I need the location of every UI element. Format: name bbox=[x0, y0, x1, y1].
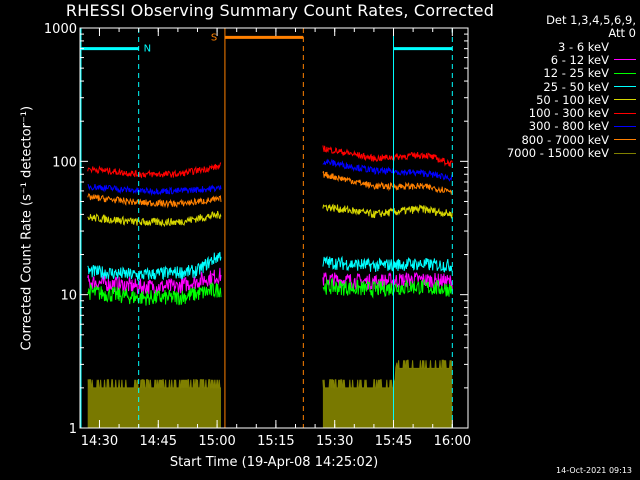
annotation-N: N bbox=[80, 28, 151, 428]
series-100-300keV bbox=[87, 145, 453, 179]
x-axis-label: Start Time (19-Apr-08 14:25:02) bbox=[169, 455, 379, 470]
legend-entry: 25 - 50 keV bbox=[478, 79, 636, 94]
x-tick-label: 16:00 bbox=[434, 434, 471, 449]
legend-swatch bbox=[614, 112, 636, 114]
x-tick-label: 15:00 bbox=[198, 434, 235, 449]
series-line bbox=[322, 171, 453, 196]
series-7000-15000keV bbox=[87, 359, 453, 428]
annotation-label: S bbox=[211, 32, 217, 43]
render-timestamp: 14-Oct-2021 09:13 bbox=[556, 466, 632, 475]
legend-entry: 12 - 25 keV bbox=[478, 66, 636, 81]
series-300-800keV bbox=[87, 158, 453, 196]
series-line bbox=[87, 251, 222, 282]
legend-entry: 800 - 7000 keV bbox=[478, 132, 636, 147]
x-tick-label: 15:45 bbox=[375, 434, 412, 449]
legend-entry: 100 - 300 keV bbox=[478, 106, 636, 121]
series-line bbox=[87, 210, 222, 228]
legend-swatch bbox=[614, 46, 636, 48]
series-line bbox=[322, 278, 453, 299]
y-tick-label: 1000 bbox=[44, 22, 77, 37]
legend-header-line2: Att 0 bbox=[608, 26, 636, 40]
legend: Det 1,3,4,5,6,9, Att 0 3 - 6 keV 6 - 12 k… bbox=[478, 14, 636, 160]
legend-label: 6 - 12 keV bbox=[550, 52, 609, 67]
legend-entry: 300 - 800 keV bbox=[478, 119, 636, 134]
series-fill bbox=[322, 360, 453, 428]
series-line bbox=[322, 145, 453, 167]
data-gap bbox=[230, 29, 314, 427]
legend-label: 300 - 800 keV bbox=[528, 119, 609, 134]
legend-entry: 3 - 6 keV bbox=[478, 39, 636, 54]
legend-swatch bbox=[614, 139, 636, 141]
legend-header-line1: Det 1,3,4,5,6,9, bbox=[546, 13, 636, 27]
x-tick-label: 14:45 bbox=[140, 434, 177, 449]
series-line-emph bbox=[322, 310, 453, 338]
series-12-25keV bbox=[87, 278, 453, 306]
legend-entries: 3 - 6 keV 6 - 12 keV 12 - 25 keV 25 - 50 ke… bbox=[478, 40, 636, 160]
legend-swatch bbox=[614, 59, 636, 61]
annotation-layer: NS bbox=[80, 28, 453, 428]
series-fill bbox=[87, 379, 221, 428]
series-3-6keV bbox=[86, 310, 453, 349]
series-line bbox=[87, 183, 222, 196]
y-tick-label: 10 bbox=[60, 289, 77, 304]
series-line bbox=[87, 267, 222, 295]
annotation-label: N bbox=[144, 44, 151, 55]
series-50-100keV bbox=[87, 203, 453, 228]
legend-swatch bbox=[614, 125, 636, 127]
annotation-S: S bbox=[211, 28, 304, 428]
legend-label: 50 - 100 keV bbox=[536, 92, 609, 107]
x-tick-label: 15:30 bbox=[316, 434, 353, 449]
legend-label: 100 - 300 keV bbox=[528, 106, 609, 121]
legend-entry: 50 - 100 keV bbox=[478, 92, 636, 107]
legend-label: 800 - 7000 keV bbox=[521, 132, 609, 147]
x-tick-label: 15:15 bbox=[257, 434, 294, 449]
chart-title: RHESSI Observing Summary Count Rates, Co… bbox=[65, 1, 495, 20]
y-tick-label: 1 bbox=[69, 422, 77, 437]
legend-swatch bbox=[614, 99, 636, 101]
legend-swatch bbox=[614, 72, 636, 74]
series-line bbox=[322, 203, 453, 220]
series-layer bbox=[86, 145, 453, 428]
series-800-7000keV bbox=[87, 171, 453, 209]
y-tick-label: 100 bbox=[52, 155, 77, 170]
series-line bbox=[87, 281, 222, 306]
annotation-band2 bbox=[393, 28, 453, 428]
series-line bbox=[322, 271, 453, 291]
x-tick-label: 14:30 bbox=[81, 434, 118, 449]
series-line-emph bbox=[86, 321, 221, 349]
series-25-50keV bbox=[87, 251, 453, 282]
series-line bbox=[322, 158, 453, 182]
legend-label: 7000 - 15000 keV bbox=[506, 146, 609, 161]
plot-frame bbox=[79, 27, 469, 429]
legend-swatch bbox=[614, 152, 636, 154]
legend-label: 12 - 25 keV bbox=[543, 66, 609, 81]
legend-label: 25 - 50 keV bbox=[543, 79, 609, 94]
legend-label: 3 - 6 keV bbox=[558, 39, 609, 54]
axes-layer: 1 10 100 1000 14:30 14:45 15:00 15:15 15:30 15:45… bbox=[44, 22, 471, 449]
legend-swatch bbox=[614, 86, 636, 88]
series-line bbox=[87, 193, 222, 209]
series-line bbox=[322, 255, 453, 273]
legend-entry: 6 - 12 keV bbox=[478, 52, 636, 67]
legend-entry: 7000 - 15000 keV bbox=[478, 146, 636, 161]
series-line bbox=[87, 162, 222, 179]
y-axis-label: Corrected Count Rate (s⁻¹ detector⁻¹) bbox=[19, 105, 35, 351]
